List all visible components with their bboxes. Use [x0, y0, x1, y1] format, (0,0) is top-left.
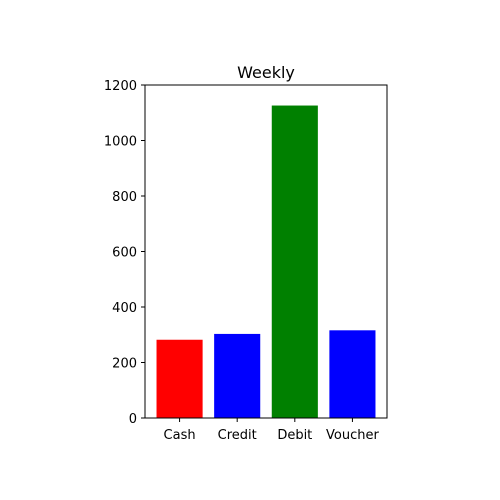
bar-cash — [156, 339, 203, 418]
x-tick-label-voucher: Voucher — [326, 428, 379, 443]
y-axis: 0 200 400 600 800 1000 1200 — [104, 79, 145, 427]
bar-voucher — [329, 330, 376, 418]
y-tick-label: 800 — [112, 190, 137, 205]
x-tick-label-cash: Cash — [164, 428, 196, 443]
x-axis: Cash Credit Debit Voucher — [164, 418, 379, 443]
x-tick-label-debit: Debit — [277, 428, 312, 443]
bar-debit — [271, 105, 318, 418]
chart-title: Weekly — [237, 63, 295, 82]
y-tick-label: 1000 — [104, 135, 137, 150]
y-tick-label: 600 — [112, 246, 137, 261]
y-tick-label: 200 — [112, 357, 137, 372]
y-tick-label: 400 — [112, 301, 137, 316]
y-tick-label: 1200 — [104, 79, 137, 94]
bar-credit — [214, 333, 261, 418]
bars-group — [156, 105, 376, 418]
plot-frame — [144, 84, 388, 419]
x-tick-label-credit: Credit — [218, 428, 257, 443]
y-tick-label: 0 — [129, 412, 137, 427]
